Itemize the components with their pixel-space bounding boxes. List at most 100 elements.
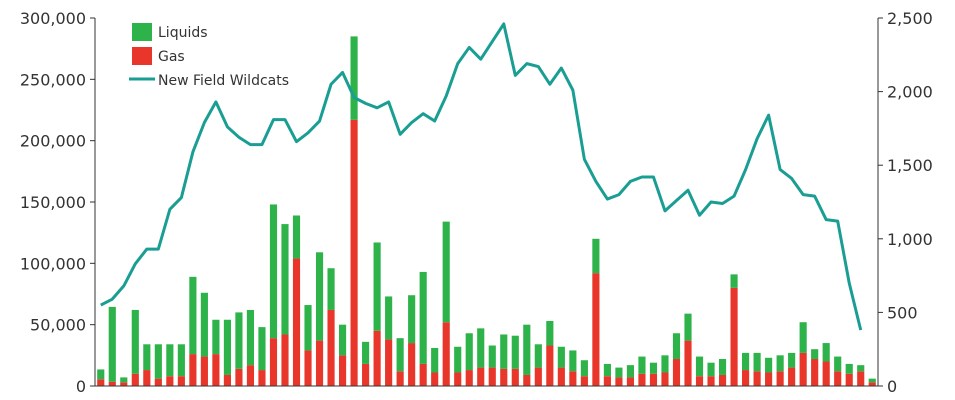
bar-liquids-52 bbox=[695, 356, 704, 377]
bar-gas-45 bbox=[615, 377, 623, 386]
legend: Liquids Gas New Field Wildcats bbox=[129, 23, 289, 89]
bar-liquids-5 bbox=[154, 344, 162, 379]
bar-gas-60 bbox=[788, 367, 796, 386]
bar-gas-17 bbox=[292, 258, 301, 386]
bar-liquids-60 bbox=[788, 352, 796, 368]
bar-liquids-47 bbox=[638, 356, 646, 374]
legend-swatch-liquids bbox=[132, 23, 152, 41]
bar-gas-36 bbox=[511, 368, 519, 386]
bar-liquids-6 bbox=[166, 344, 174, 377]
bar-liquids-7 bbox=[177, 344, 185, 377]
bar-gas-56 bbox=[742, 370, 750, 386]
bar-liquids-54 bbox=[718, 359, 727, 375]
bar-gas-21 bbox=[339, 355, 347, 386]
bar-gas-49 bbox=[661, 372, 669, 386]
bar-liquids-21 bbox=[339, 324, 347, 356]
left-tick-label: 100,000 bbox=[20, 254, 86, 273]
left-tick-label: 0 bbox=[76, 377, 86, 396]
bar-gas-27 bbox=[408, 343, 416, 386]
bar-liquids-53 bbox=[707, 362, 715, 377]
bar-gas-32 bbox=[465, 370, 473, 386]
bar-gas-26 bbox=[396, 371, 404, 386]
bar-gas-65 bbox=[845, 373, 853, 386]
bar-gas-48 bbox=[649, 373, 658, 386]
bar-liquids-28 bbox=[419, 271, 427, 364]
bar-liquids-13 bbox=[246, 309, 255, 366]
left-tick-label: 150,000 bbox=[20, 193, 86, 212]
bar-gas-55 bbox=[730, 287, 738, 386]
bar-liquids-36 bbox=[511, 335, 519, 369]
right-tick-label: 500 bbox=[887, 303, 918, 322]
bar-gas-15 bbox=[269, 338, 278, 386]
right-tick-label: 2,000 bbox=[887, 83, 933, 102]
bar-liquids-15 bbox=[269, 204, 278, 339]
bar-gas-20 bbox=[327, 309, 335, 386]
bar-gas-6 bbox=[166, 376, 174, 386]
bar-liquids-56 bbox=[742, 352, 750, 371]
right-y-tick-labels: 0 500 1,000 1,500 2,000 2,500 bbox=[878, 9, 933, 396]
legend-swatch-gas bbox=[132, 47, 152, 65]
left-tick-label: 300,000 bbox=[20, 9, 86, 28]
bar-gas-18 bbox=[304, 350, 312, 386]
bar-liquids-23 bbox=[362, 341, 370, 364]
bar-gas-11 bbox=[223, 374, 231, 386]
bar-liquids-46 bbox=[626, 365, 634, 378]
legend-label-liquids: Liquids bbox=[158, 25, 208, 41]
bar-gas-41 bbox=[569, 371, 577, 386]
bar-liquids-41 bbox=[569, 350, 577, 372]
bar-gas-23 bbox=[362, 363, 370, 386]
bar-gas-22 bbox=[350, 119, 358, 386]
bar-gas-51 bbox=[684, 340, 692, 386]
bar-gas-34 bbox=[488, 367, 496, 386]
bar-liquids-20 bbox=[327, 268, 335, 310]
bar-liquids-57 bbox=[753, 352, 761, 372]
bar-gas-58 bbox=[765, 372, 773, 386]
bar-gas-7 bbox=[177, 376, 185, 386]
bar-gas-0 bbox=[97, 379, 105, 386]
right-tick-label: 1,000 bbox=[887, 230, 933, 249]
bar-gas-8 bbox=[189, 354, 197, 386]
bar-gas-12 bbox=[235, 368, 243, 386]
bar-liquids-25 bbox=[385, 296, 393, 340]
bar-gas-44 bbox=[603, 376, 611, 386]
bar-liquids-4 bbox=[143, 344, 151, 371]
left-tick-label: 200,000 bbox=[20, 132, 86, 151]
bar-liquids-59 bbox=[776, 355, 784, 372]
bar-liquids-63 bbox=[822, 343, 830, 362]
left-y-tick-labels: 0 50,000 100,000 150,000 200,000 250,000 300,0… bbox=[20, 9, 95, 396]
bar-liquids-29 bbox=[431, 347, 439, 373]
bar-gas-2 bbox=[120, 382, 128, 386]
bar-liquids-61 bbox=[799, 322, 807, 353]
bar-liquids-43 bbox=[592, 238, 600, 274]
right-tick-label: 0 bbox=[887, 377, 897, 396]
bar-gas-19 bbox=[315, 340, 324, 386]
bar-gas-37 bbox=[523, 374, 531, 386]
bar-gas-31 bbox=[454, 372, 462, 386]
bar-series bbox=[97, 36, 876, 386]
bar-gas-53 bbox=[707, 376, 715, 386]
bar-liquids-31 bbox=[454, 346, 462, 373]
bar-liquids-67 bbox=[868, 378, 876, 383]
bar-gas-35 bbox=[500, 368, 508, 386]
bar-gas-59 bbox=[776, 371, 784, 386]
bar-liquids-14 bbox=[258, 327, 266, 371]
bar-gas-67 bbox=[868, 382, 876, 386]
bar-gas-14 bbox=[258, 370, 266, 386]
bar-liquids-1 bbox=[108, 306, 116, 382]
bar-gas-46 bbox=[626, 377, 634, 386]
line-series bbox=[100, 22, 863, 331]
bar-gas-33 bbox=[477, 367, 485, 386]
bar-liquids-33 bbox=[477, 328, 485, 368]
bar-gas-52 bbox=[695, 376, 704, 386]
bar-gas-38 bbox=[534, 367, 542, 386]
bar-gas-61 bbox=[799, 352, 807, 386]
bar-liquids-10 bbox=[212, 319, 220, 355]
bar-liquids-16 bbox=[281, 224, 289, 335]
bar-liquids-11 bbox=[223, 319, 231, 375]
bar-liquids-12 bbox=[235, 312, 243, 369]
bar-liquids-44 bbox=[603, 363, 611, 377]
bar-gas-30 bbox=[442, 322, 450, 386]
bar-liquids-2 bbox=[120, 377, 128, 383]
bar-liquids-30 bbox=[442, 221, 450, 323]
bar-gas-25 bbox=[385, 339, 393, 386]
